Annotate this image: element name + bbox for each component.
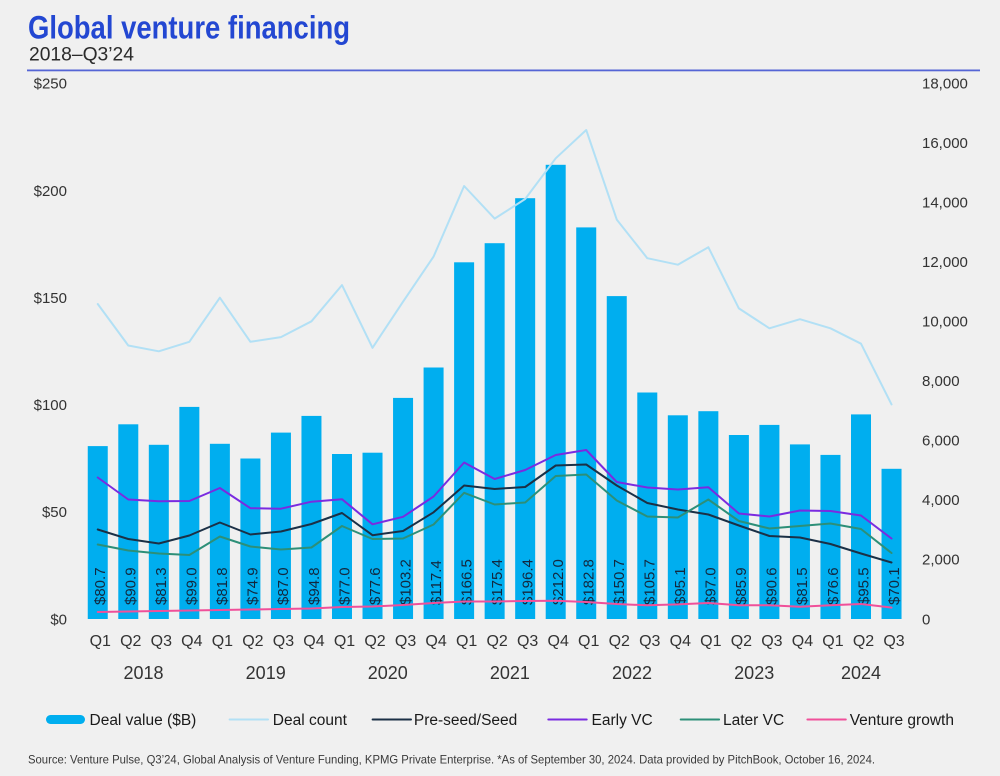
svg-text:Q3: Q3 bbox=[395, 633, 416, 650]
svg-text:$95.5: $95.5 bbox=[855, 567, 872, 605]
svg-text:Q2: Q2 bbox=[609, 633, 630, 650]
svg-text:$196.4: $196.4 bbox=[519, 559, 536, 605]
svg-text:Q1: Q1 bbox=[212, 633, 233, 650]
svg-text:2022: 2022 bbox=[612, 663, 652, 683]
svg-text:Q4: Q4 bbox=[548, 633, 569, 650]
svg-text:Q3: Q3 bbox=[517, 633, 538, 650]
svg-text:2018–Q3’24: 2018–Q3’24 bbox=[29, 45, 134, 66]
svg-text:$0: $0 bbox=[50, 611, 67, 628]
svg-text:Q2: Q2 bbox=[853, 633, 874, 650]
svg-text:$76.6: $76.6 bbox=[825, 567, 842, 605]
svg-text:6,000: 6,000 bbox=[922, 433, 960, 450]
svg-text:Q2: Q2 bbox=[731, 633, 752, 650]
svg-text:$94.8: $94.8 bbox=[306, 567, 323, 605]
svg-text:Later VC: Later VC bbox=[723, 712, 784, 729]
svg-text:2019: 2019 bbox=[246, 663, 286, 683]
svg-text:Q1: Q1 bbox=[578, 633, 599, 650]
svg-text:Q2: Q2 bbox=[364, 633, 385, 650]
svg-text:Q2: Q2 bbox=[486, 633, 507, 650]
svg-text:2024: 2024 bbox=[841, 663, 881, 683]
svg-text:$70.1: $70.1 bbox=[886, 567, 903, 605]
svg-text:Q4: Q4 bbox=[181, 633, 202, 650]
svg-text:$250: $250 bbox=[34, 76, 67, 93]
svg-text:$85.9: $85.9 bbox=[733, 567, 750, 605]
svg-text:2,000: 2,000 bbox=[922, 552, 960, 569]
svg-text:$150: $150 bbox=[34, 290, 67, 307]
svg-text:2021: 2021 bbox=[490, 663, 530, 683]
svg-text:12,000: 12,000 bbox=[922, 254, 968, 271]
svg-text:$166.5: $166.5 bbox=[458, 559, 475, 605]
svg-text:$77.6: $77.6 bbox=[367, 567, 384, 605]
svg-text:Q2: Q2 bbox=[242, 633, 263, 650]
svg-text:Global venture financing: Global venture financing bbox=[28, 10, 350, 46]
svg-text:$105.7: $105.7 bbox=[642, 559, 659, 605]
svg-text:Deal value ($B): Deal value ($B) bbox=[90, 712, 197, 729]
svg-text:$80.7: $80.7 bbox=[92, 567, 109, 605]
svg-text:Pre-seed/Seed: Pre-seed/Seed bbox=[414, 712, 517, 729]
svg-text:Q1: Q1 bbox=[700, 633, 721, 650]
svg-text:$182.8: $182.8 bbox=[581, 559, 598, 605]
svg-text:2018: 2018 bbox=[123, 663, 163, 683]
svg-text:4,000: 4,000 bbox=[922, 492, 960, 509]
svg-text:Q4: Q4 bbox=[303, 633, 324, 650]
svg-text:Q3: Q3 bbox=[883, 633, 904, 650]
svg-text:$90.6: $90.6 bbox=[764, 567, 781, 605]
svg-text:$50: $50 bbox=[42, 504, 67, 521]
svg-text:Q2: Q2 bbox=[120, 633, 141, 650]
svg-text:2020: 2020 bbox=[368, 663, 408, 683]
svg-text:$97.0: $97.0 bbox=[703, 567, 720, 605]
svg-text:8,000: 8,000 bbox=[922, 373, 960, 390]
svg-text:Q1: Q1 bbox=[334, 633, 355, 650]
svg-text:Q3: Q3 bbox=[273, 633, 294, 650]
svg-text:16,000: 16,000 bbox=[922, 135, 968, 152]
svg-text:$74.9: $74.9 bbox=[245, 567, 262, 605]
svg-text:$81.5: $81.5 bbox=[794, 567, 811, 605]
svg-text:$103.2: $103.2 bbox=[397, 559, 414, 605]
svg-text:Early VC: Early VC bbox=[592, 712, 653, 729]
svg-text:$212.0: $212.0 bbox=[550, 559, 567, 605]
svg-text:10,000: 10,000 bbox=[922, 314, 968, 331]
svg-text:0: 0 bbox=[922, 611, 930, 628]
svg-text:$150.7: $150.7 bbox=[611, 559, 628, 605]
svg-text:$87.0: $87.0 bbox=[275, 567, 292, 605]
svg-text:Q3: Q3 bbox=[639, 633, 660, 650]
svg-text:Q4: Q4 bbox=[425, 633, 446, 650]
svg-text:Q1: Q1 bbox=[90, 633, 111, 650]
svg-text:$200: $200 bbox=[34, 183, 67, 200]
svg-text:Deal count: Deal count bbox=[273, 712, 348, 729]
svg-text:$90.9: $90.9 bbox=[123, 567, 140, 605]
svg-text:Q4: Q4 bbox=[670, 633, 691, 650]
svg-text:$81.8: $81.8 bbox=[214, 567, 231, 605]
svg-text:$77.0: $77.0 bbox=[336, 567, 353, 605]
svg-text:14,000: 14,000 bbox=[922, 194, 968, 211]
svg-text:18,000: 18,000 bbox=[922, 75, 968, 92]
svg-text:Q1: Q1 bbox=[822, 633, 843, 650]
svg-text:Q3: Q3 bbox=[761, 633, 782, 650]
svg-text:2023: 2023 bbox=[734, 663, 774, 683]
svg-text:$175.4: $175.4 bbox=[489, 559, 506, 605]
svg-text:Q1: Q1 bbox=[456, 633, 477, 650]
svg-text:Source: Venture Pulse, Q3’24,: Source: Venture Pulse, Q3’24, Global Ana… bbox=[28, 753, 875, 767]
svg-text:Q4: Q4 bbox=[792, 633, 813, 650]
svg-text:$117.4: $117.4 bbox=[428, 560, 445, 605]
svg-text:$95.1: $95.1 bbox=[672, 567, 689, 605]
svg-text:Q3: Q3 bbox=[151, 633, 172, 650]
svg-text:$81.3: $81.3 bbox=[153, 567, 170, 605]
svg-text:$99.0: $99.0 bbox=[184, 567, 201, 605]
svg-text:Venture growth: Venture growth bbox=[850, 712, 954, 729]
svg-text:$100: $100 bbox=[34, 397, 67, 414]
